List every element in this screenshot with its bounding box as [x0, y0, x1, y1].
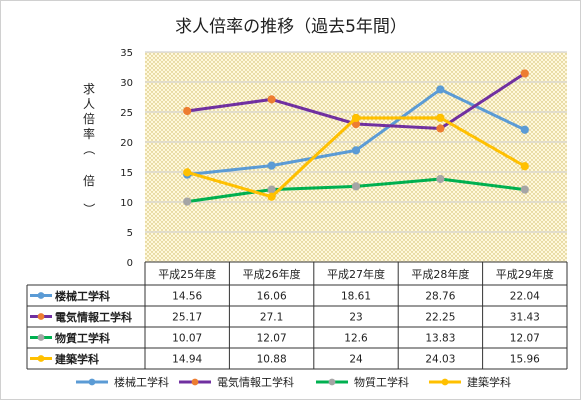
table-legend-marker [37, 355, 45, 362]
table-cell: 27.1 [260, 312, 283, 324]
data-point [520, 69, 529, 78]
table-cell: 10.07 [172, 333, 202, 345]
data-point [267, 192, 276, 201]
y-tick-label: 25 [120, 108, 133, 119]
category-label: 平成26年度 [243, 267, 301, 281]
data-point [351, 113, 361, 123]
y-tick-label: 5 [127, 228, 133, 239]
data-point [520, 185, 529, 194]
table-cell: 22.25 [425, 312, 455, 324]
table-row-label: 建築学科 [55, 352, 99, 366]
data-point [267, 161, 276, 170]
y-tick-label: 30 [120, 78, 133, 89]
table-row-label: 物質工学科 [55, 331, 110, 345]
data-point [436, 174, 445, 184]
category-label: 平成27年度 [327, 267, 385, 281]
data-point [436, 113, 445, 122]
y-axis-label-char: 倍 [83, 111, 95, 126]
data-point [520, 125, 529, 134]
table-row-label: 電気情報工学科 [55, 310, 132, 324]
y-axis-label-char: 倍 [83, 173, 95, 188]
y-axis-label-char: 求 [83, 82, 95, 96]
table-cell: 31.43 [510, 312, 540, 324]
legend-label: 楼械工学科 [114, 375, 169, 389]
legend-marker [328, 378, 336, 386]
y-tick-label: 20 [120, 138, 133, 149]
data-point [436, 85, 445, 94]
data-point [267, 95, 276, 104]
data-point [351, 182, 361, 191]
legend-marker [441, 378, 449, 386]
data-point [520, 162, 529, 171]
table-cell: 18.61 [341, 291, 371, 303]
table-row-label: 楼械工学科 [55, 289, 110, 303]
y-axis-label-char: （ [82, 143, 96, 155]
y-tick-label: 10 [120, 198, 133, 209]
table-cell: 24 [349, 354, 363, 366]
table-legend-marker [37, 334, 45, 341]
category-label: 平成25年度 [158, 267, 216, 281]
table-cell: 13.83 [425, 333, 455, 345]
plot-area [145, 52, 567, 262]
y-tick-label: 15 [120, 168, 133, 179]
data-point [351, 146, 361, 155]
y-tick-label: 0 [127, 258, 133, 269]
legend-marker [88, 378, 96, 386]
data-point [267, 185, 276, 194]
legend-label: 建築学科 [467, 375, 511, 389]
table-cell: 23 [349, 312, 362, 324]
legend-label: 電気情報工学科 [217, 375, 294, 389]
table-cell: 12.07 [510, 333, 540, 345]
chart-title: 求人倍率の推移（過去5年間） [175, 17, 407, 37]
legend-marker [191, 378, 199, 386]
table-cell: 14.56 [172, 291, 202, 303]
table-cell: 22.04 [510, 291, 540, 303]
data-point [183, 168, 192, 177]
table-cell: 10.88 [257, 354, 287, 366]
table-cell: 12.07 [257, 333, 287, 345]
table-cell: 12.6 [344, 333, 368, 345]
data-point [183, 106, 192, 116]
data-point [436, 124, 445, 133]
category-label: 平成28年度 [411, 267, 469, 281]
table-cell: 15.96 [510, 354, 540, 366]
table-legend-marker [37, 313, 45, 320]
y-axis-label-char: 率 [83, 126, 95, 141]
table-cell: 25.17 [172, 312, 202, 324]
table-legend-marker [37, 292, 45, 299]
table-cell: 24.03 [425, 354, 455, 366]
y-axis-label-char: 人 [83, 97, 95, 111]
y-tick-label: 35 [120, 48, 133, 59]
y-axis-label-char: ） [82, 203, 96, 215]
category-label: 平成29年度 [496, 267, 554, 281]
table-cell: 28.76 [425, 291, 455, 303]
table-cell: 16.06 [257, 291, 287, 303]
data-point [183, 197, 192, 206]
table-cell: 14.94 [172, 354, 202, 366]
legend-label: 物質工学科 [354, 375, 409, 389]
